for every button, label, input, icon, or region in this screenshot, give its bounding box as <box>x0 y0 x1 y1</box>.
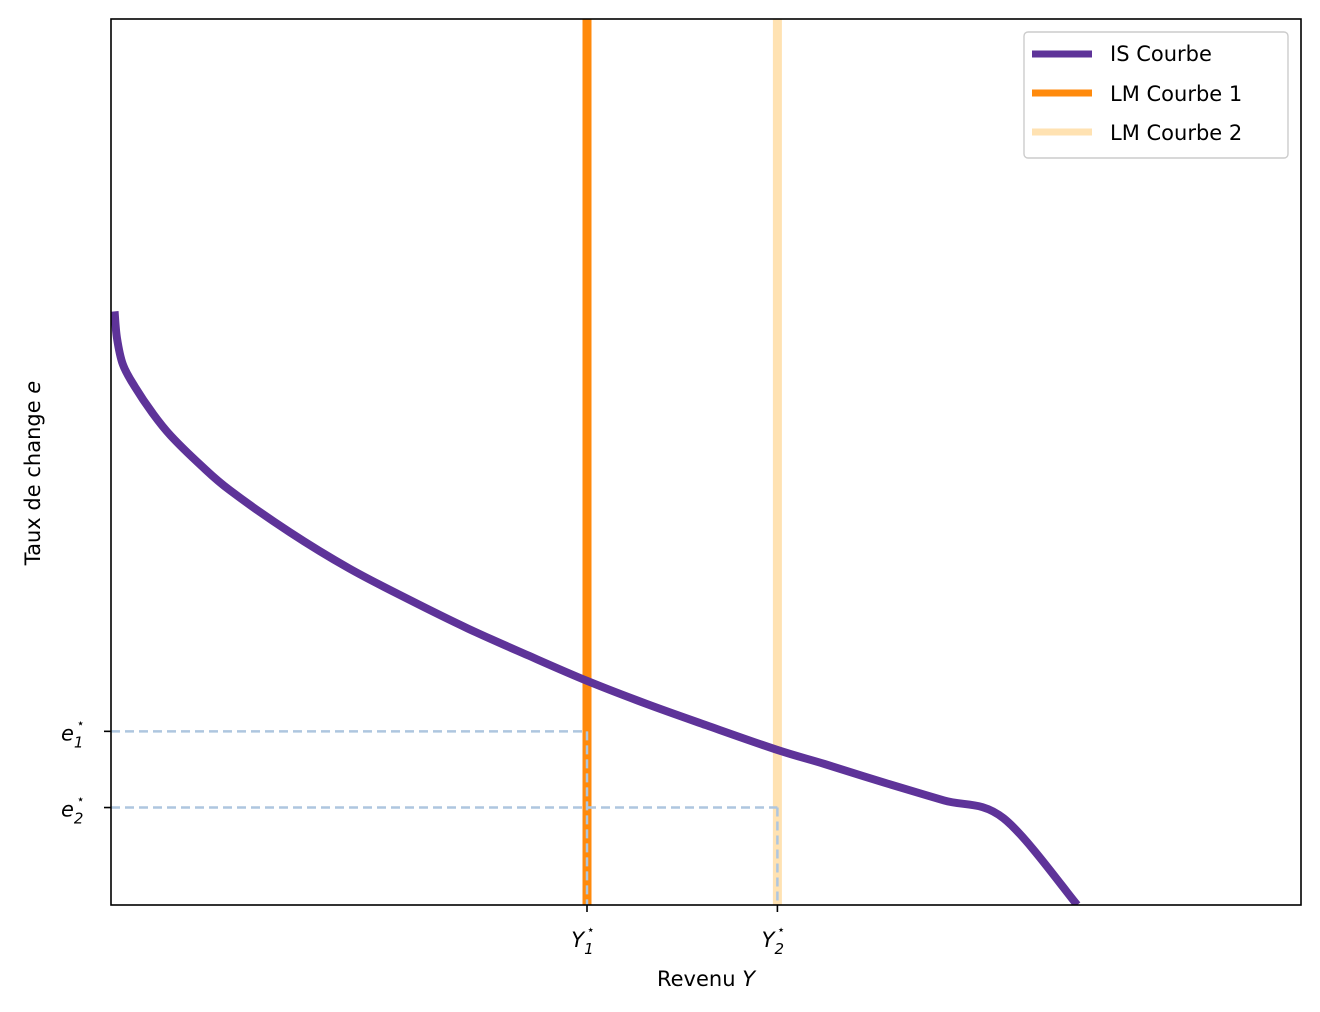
y-axis-label: Taux de change e <box>21 381 45 566</box>
plot-content <box>111 19 1081 905</box>
x-tick-label-1: Y1⋆ <box>571 923 595 958</box>
is-curve-line <box>111 311 1081 905</box>
legend-box <box>1023 31 1289 159</box>
plot-frame <box>110 18 1302 906</box>
y-tick-label-2: e2⋆ <box>61 793 85 828</box>
x-axis-label: Revenu Y <box>657 967 757 991</box>
legend-label-is: IS Courbe <box>1110 42 1212 66</box>
ticks: Y1⋆ e1⋆ Y2⋆ e2⋆ <box>61 716 785 958</box>
legend-label-lm2: LM Courbe 2 <box>1110 121 1242 145</box>
x-axis-variable: Y <box>742 967 757 991</box>
plot-area <box>111 19 1081 905</box>
legend: IS Courbe LM Courbe 1 LM Courbe 2 <box>1023 31 1289 159</box>
legend-label-lm1: LM Courbe 1 <box>1110 82 1242 106</box>
y-tick-label-1: e1⋆ <box>61 716 85 751</box>
y-axis-variable: e <box>21 381 45 394</box>
x-tick-label-2: Y2⋆ <box>762 923 786 958</box>
